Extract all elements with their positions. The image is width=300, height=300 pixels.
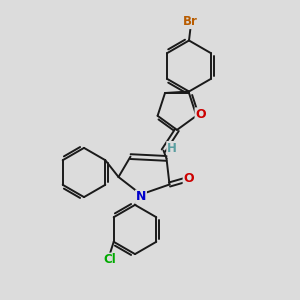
Text: H: H [167,142,177,155]
Text: O: O [183,172,194,185]
Text: Cl: Cl [103,253,116,266]
Text: N: N [136,190,146,203]
Text: O: O [195,108,206,121]
Text: Br: Br [183,15,198,28]
